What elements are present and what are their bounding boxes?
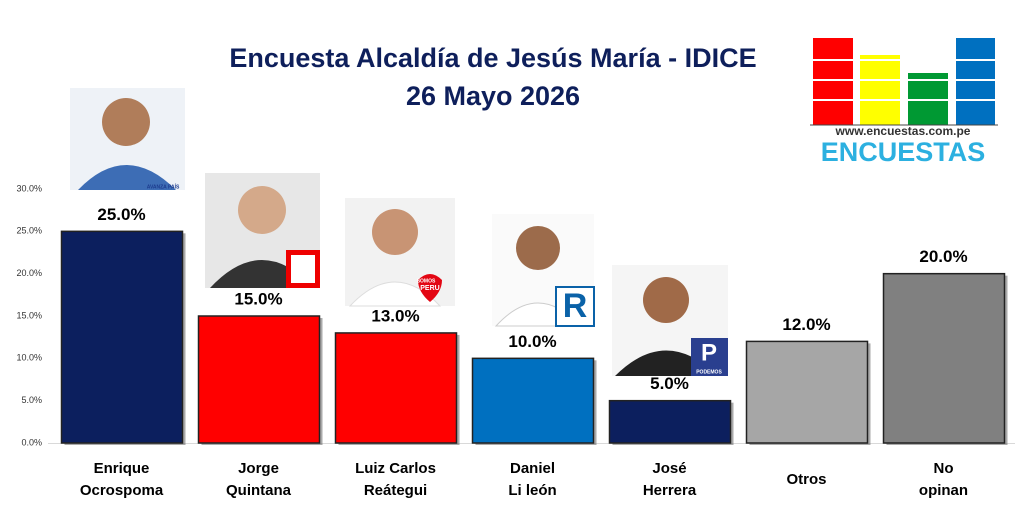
party-label: R	[563, 287, 588, 325]
y-tick-label: 10.0%	[16, 353, 42, 363]
bar	[197, 315, 321, 444]
bar	[60, 230, 184, 444]
party-label: PODEMOS	[696, 369, 722, 375]
value-label: 13.0%	[371, 306, 419, 325]
party-label: SOMOS	[417, 278, 436, 284]
y-tick-label: 15.0%	[16, 310, 42, 320]
x-tick-label: Otros	[786, 471, 827, 488]
value-label: 20.0%	[919, 247, 967, 266]
party-label: P	[701, 339, 717, 366]
party-label: PERU	[420, 285, 439, 292]
value-label: 12.0%	[782, 315, 830, 334]
photo	[205, 173, 320, 288]
chart-title: Encuesta Alcaldía de Jesús María - IDICE	[229, 43, 756, 73]
photo	[612, 265, 728, 376]
chart-subtitle: 26 Mayo 2026	[406, 81, 580, 111]
candidate-photos: AVANZA PAÍS SOMOS PERU R P PODEMOS	[70, 88, 728, 376]
x-tick-label: Luiz Carlos Reátegui	[355, 460, 436, 499]
bar	[334, 332, 458, 444]
logo: www.encuestas.com.pe ENCUESTAS	[810, 38, 998, 167]
x-tick-label: Enrique Ocrospoma	[79, 460, 164, 499]
value-label: 10.0%	[508, 332, 556, 351]
value-label: 5.0%	[650, 374, 689, 393]
y-tick-label: 0.0%	[21, 437, 42, 447]
photo	[492, 214, 595, 327]
value-label: 15.0%	[234, 289, 282, 308]
y-tick-label: 30.0%	[16, 183, 42, 193]
x-tick-label: No opinan	[918, 460, 969, 499]
party-label: AVANZA PAÍS	[147, 182, 180, 190]
x-tick-label: Jorge Quintana	[225, 460, 291, 499]
x-tick-label: José Herrera	[642, 460, 697, 499]
value-label: 25.0%	[97, 205, 145, 224]
bar	[745, 340, 869, 444]
bar	[608, 399, 732, 444]
logo-name: ENCUESTAS	[821, 137, 986, 167]
logo-url: www.encuestas.com.pe	[835, 124, 971, 138]
y-tick-label: 25.0%	[16, 226, 42, 236]
bar	[471, 357, 595, 444]
photo	[70, 88, 185, 190]
photo	[345, 198, 455, 307]
x-tick-label: Daniel Li león	[508, 460, 557, 499]
bar	[882, 272, 1006, 444]
y-tick-label: 20.0%	[16, 268, 42, 278]
y-tick-label: 5.0%	[21, 395, 42, 405]
